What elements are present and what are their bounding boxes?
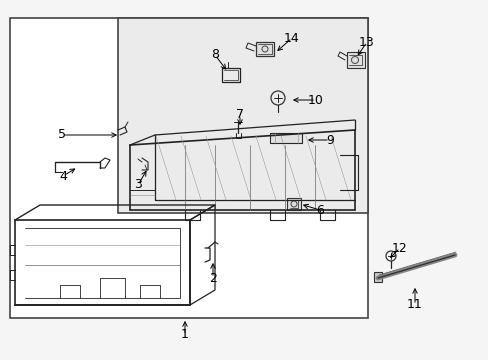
Bar <box>10 18 367 318</box>
Text: 14: 14 <box>284 31 299 45</box>
Bar <box>118 18 367 213</box>
Text: 6: 6 <box>315 203 323 216</box>
Text: 5: 5 <box>58 129 66 141</box>
Text: 13: 13 <box>358 36 374 49</box>
Text: 4: 4 <box>59 170 67 183</box>
Bar <box>286 198 301 210</box>
Text: 12: 12 <box>391 242 407 255</box>
Text: 11: 11 <box>407 298 422 311</box>
Text: 1: 1 <box>181 328 188 342</box>
Text: 9: 9 <box>325 134 333 147</box>
Text: 10: 10 <box>307 94 323 107</box>
Bar <box>346 52 364 68</box>
Text: 8: 8 <box>210 49 219 62</box>
Bar <box>373 272 381 282</box>
Bar <box>256 42 273 56</box>
Bar <box>269 133 302 143</box>
Text: 2: 2 <box>209 271 217 284</box>
Text: 7: 7 <box>236 108 244 122</box>
Text: 3: 3 <box>134 179 142 192</box>
